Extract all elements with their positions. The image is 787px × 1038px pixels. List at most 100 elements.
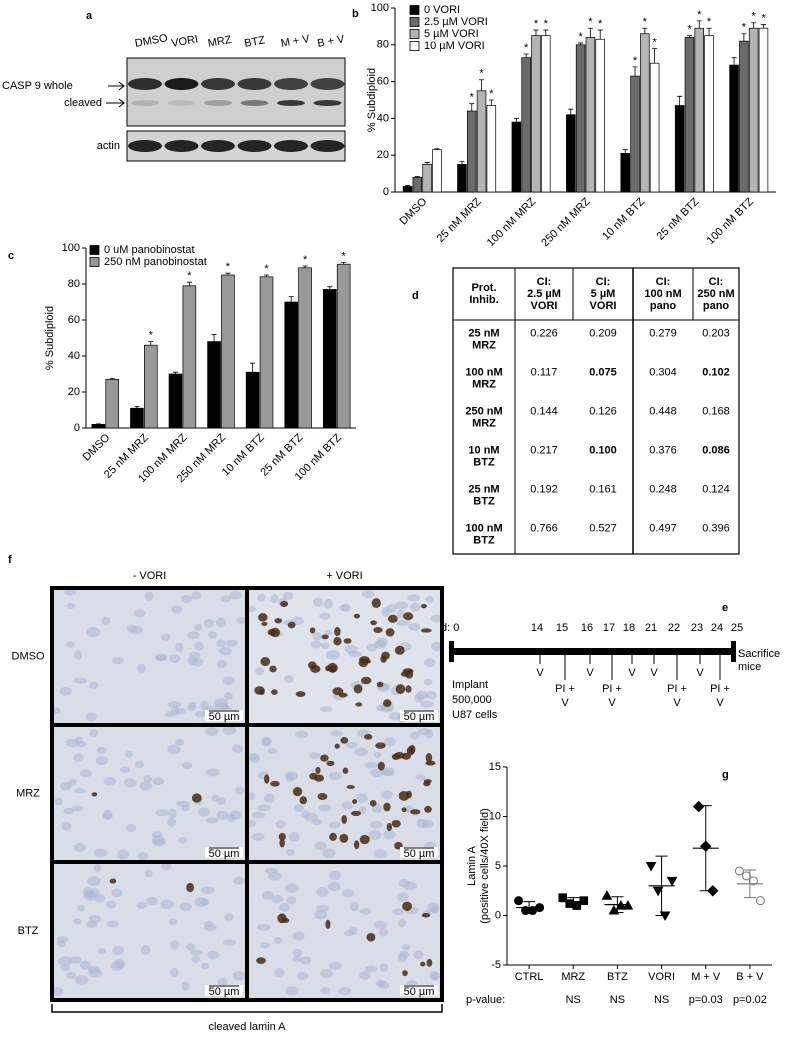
- scale-box: [400, 710, 438, 721]
- stained-cell: [371, 598, 381, 609]
- nucleus: [231, 744, 244, 754]
- nucleus: [410, 731, 420, 740]
- p-value: p=0.03: [689, 994, 723, 1006]
- bar: [566, 114, 576, 193]
- stained-cell: [359, 834, 370, 845]
- error-bar: [405, 185, 411, 187]
- day-label: 25: [731, 622, 743, 634]
- p-value: p=0.02: [733, 994, 767, 1006]
- bar: [466, 110, 477, 193]
- nucleus: [161, 862, 172, 871]
- nucleus: [424, 729, 434, 739]
- nucleus: [110, 961, 125, 971]
- error-bar: [459, 161, 465, 165]
- stained-cell: [320, 754, 329, 762]
- nucleus: [87, 876, 101, 886]
- nucleus: [79, 769, 92, 778]
- nucleus: [178, 836, 188, 844]
- stained-cell: [186, 882, 195, 893]
- row-label: MRZ: [16, 787, 40, 799]
- x-tick-label: 100 nM MRZ: [485, 195, 539, 249]
- nucleus: [425, 595, 434, 603]
- y-tick-label: 40: [377, 112, 389, 124]
- legend-swatch: [409, 5, 420, 15]
- nucleus: [376, 637, 388, 647]
- p-value-label: p-value:: [466, 994, 505, 1006]
- nucleus: [312, 597, 323, 607]
- lane-label: M + V: [280, 33, 311, 50]
- lane-label: DMSO: [134, 32, 169, 50]
- nucleus: [73, 842, 86, 852]
- table-cell: 0.117: [531, 366, 558, 378]
- nucleus: [191, 657, 204, 667]
- blot-label: cleaved: [64, 97, 102, 109]
- significance: *: [264, 263, 269, 275]
- error-bar: [741, 33, 747, 42]
- significance: *: [187, 270, 192, 282]
- panel-label: g: [722, 769, 729, 781]
- x-tick-label: DMSO: [81, 431, 113, 463]
- nucleus: [328, 962, 342, 971]
- significance: *: [687, 24, 692, 36]
- bar: [259, 276, 274, 429]
- nucleus: [396, 619, 410, 626]
- y-axis-label: % Subdiploid: [366, 68, 378, 132]
- nucleus: [359, 971, 371, 980]
- error-bar: [578, 42, 584, 45]
- nucleus: [275, 820, 286, 829]
- stained-cell: [377, 761, 385, 771]
- stained-cell: [386, 822, 393, 832]
- stained-cell: [385, 628, 395, 637]
- nucleus: [57, 956, 72, 967]
- stained-cell: [424, 805, 432, 813]
- nucleus: [427, 902, 439, 913]
- scale-box: [205, 985, 243, 996]
- table-cell: 0.248: [649, 483, 677, 495]
- nucleus: [378, 980, 390, 990]
- legend-swatch: [409, 17, 420, 27]
- nucleus: [388, 711, 402, 721]
- significance: *: [707, 16, 712, 28]
- stained-cell: [420, 961, 426, 967]
- nucleus: [96, 746, 107, 755]
- stained-cell: [326, 760, 335, 767]
- day-label: 24: [711, 622, 723, 634]
- nucleus: [71, 805, 84, 812]
- nucleus: [229, 591, 242, 600]
- nucleus: [416, 818, 429, 829]
- bar: [739, 40, 749, 193]
- error-bar: [632, 66, 638, 77]
- nucleus: [379, 963, 389, 973]
- stained-cell: [334, 626, 341, 637]
- table-header: 250 nM: [697, 288, 734, 300]
- nucleus: [222, 676, 235, 685]
- nucleus: [216, 639, 226, 648]
- bar: [630, 75, 640, 193]
- x-tick-label: M + V: [691, 971, 721, 983]
- nucleus: [194, 897, 208, 907]
- nucleus: [373, 920, 388, 929]
- nucleus: [292, 948, 302, 958]
- error-bar: [302, 265, 308, 268]
- nucleus: [137, 663, 146, 674]
- nucleus: [383, 829, 396, 840]
- nucleus: [111, 888, 123, 898]
- nucleus: [407, 594, 420, 602]
- nucleus: [203, 618, 214, 628]
- nucleus: [88, 915, 102, 924]
- nucleus: [103, 809, 113, 820]
- bar: [541, 35, 551, 193]
- table-cell: 0.102: [702, 366, 730, 378]
- row-label: 100 nM: [465, 366, 502, 378]
- nucleus: [338, 987, 352, 996]
- nucleus: [420, 700, 434, 708]
- significance: *: [342, 250, 347, 262]
- event-label: PI +: [602, 683, 622, 695]
- bar: [704, 35, 714, 193]
- y-axis-label: % Subdiploid: [44, 306, 56, 370]
- table-cell: 0.527: [589, 522, 617, 534]
- nucleus: [167, 744, 181, 755]
- nucleus: [194, 624, 203, 632]
- nucleus: [187, 631, 200, 640]
- table-cell: 0.126: [589, 405, 617, 417]
